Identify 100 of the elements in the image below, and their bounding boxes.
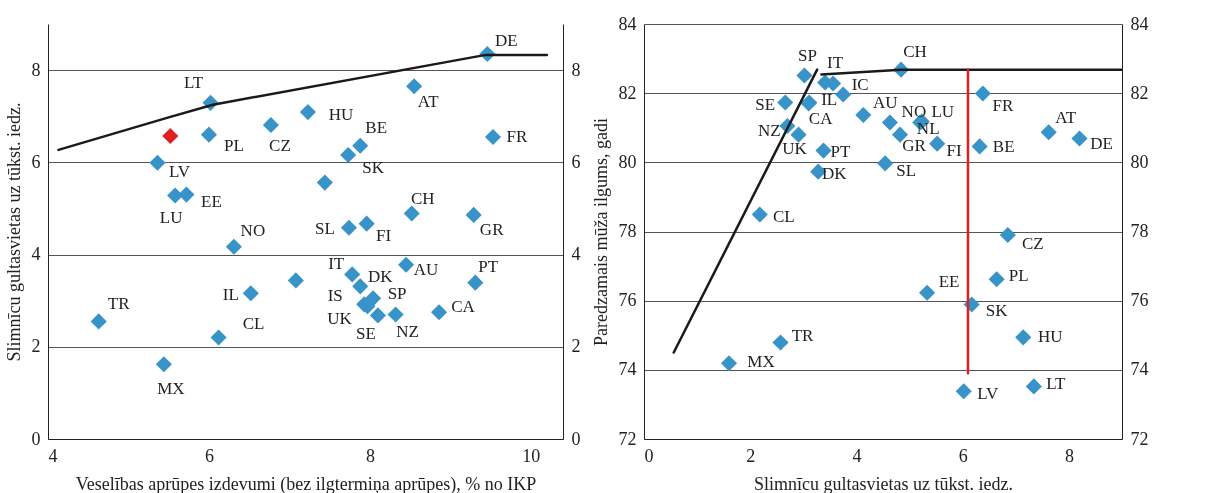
data-label: CA <box>451 297 476 317</box>
data-label: FI <box>376 225 392 245</box>
point <box>162 127 179 145</box>
data-label: IS <box>327 286 343 306</box>
point <box>225 238 242 255</box>
y-axis-title: Paredzamais mūža ilgums, gadi <box>590 118 611 346</box>
y-axis-title: Slimnīcu gultasvietas uz tūkst. iedz. <box>3 102 24 362</box>
data-label: PL <box>224 135 244 155</box>
data-label: PT <box>830 141 852 161</box>
y-tick-label: 78 <box>618 221 637 241</box>
point <box>1071 130 1088 147</box>
point <box>877 155 894 172</box>
data-label: EE <box>938 271 960 291</box>
x-tick-label: 8 <box>365 445 375 466</box>
data-label: SP <box>797 45 817 65</box>
y-tick-label: 4 <box>31 244 41 265</box>
data-label: BE <box>365 117 388 137</box>
data-label: NZ <box>396 321 419 341</box>
point <box>431 304 448 321</box>
data-label: SE <box>356 324 376 344</box>
y-tick-label: 2 <box>31 336 41 357</box>
data-label: SK <box>985 301 1009 321</box>
data-label: IT <box>827 53 844 73</box>
x-tick-label: 6 <box>958 445 968 466</box>
x-axis-title: Slimnīcu gultasvietas uz tūkst. iedz. <box>754 473 1013 493</box>
data-label: LU <box>931 101 955 121</box>
data-label: NO <box>240 220 266 240</box>
data-label: FR <box>506 126 529 146</box>
point <box>387 306 404 323</box>
x-tick-label: 0 <box>644 445 654 466</box>
data-label: IL <box>222 285 239 305</box>
data-label: UK <box>782 138 808 158</box>
point <box>1015 329 1032 346</box>
y2-tick-label: 80 <box>1130 151 1149 172</box>
data-label: TR <box>107 294 131 314</box>
point <box>344 266 361 283</box>
data-label: DE <box>495 30 518 50</box>
data-label: SL <box>315 218 335 238</box>
data-label: GR <box>479 219 505 239</box>
data-label: CH <box>903 41 927 61</box>
y-tick-label: 84 <box>618 13 637 34</box>
point <box>287 272 304 289</box>
data-label: EE <box>201 191 222 211</box>
x-tick-label: 4 <box>48 445 58 466</box>
data-label: LT <box>183 72 204 92</box>
data-label: DE <box>1090 134 1113 154</box>
data-label: AT <box>417 92 440 112</box>
point <box>352 137 369 154</box>
data-label: HU <box>328 105 354 125</box>
y2-tick-label: 4 <box>571 244 581 265</box>
point <box>751 206 768 223</box>
y2-tick-label: 72 <box>1130 428 1149 449</box>
data-label: NL <box>916 118 940 138</box>
data-label: PT <box>478 256 499 276</box>
point <box>796 67 813 84</box>
point <box>210 329 227 346</box>
y-tick-label: 82 <box>618 82 637 103</box>
y-tick-label: 0 <box>31 428 41 449</box>
y-tick-label: 72 <box>618 428 637 449</box>
point <box>465 206 482 223</box>
point <box>90 313 107 330</box>
data-label: LV <box>977 384 999 404</box>
data-label: SL <box>896 161 917 181</box>
data-label: LT <box>1046 374 1067 394</box>
point <box>358 215 375 232</box>
data-label: GR <box>902 135 927 155</box>
y-tick-label: 76 <box>618 290 637 311</box>
point <box>403 205 420 222</box>
point <box>467 274 484 291</box>
data-label: NO <box>901 101 927 121</box>
point <box>772 334 789 351</box>
data-label: SE <box>755 94 776 114</box>
y2-tick-label: 6 <box>571 151 581 172</box>
y2-tick-label: 84 <box>1130 13 1149 34</box>
point <box>155 356 172 373</box>
y-tick-label: 80 <box>618 151 637 172</box>
point <box>974 85 991 102</box>
point <box>352 278 369 295</box>
point <box>720 355 738 372</box>
point <box>369 307 386 324</box>
point <box>299 104 316 121</box>
data-label: DK <box>367 267 394 287</box>
point <box>406 78 423 95</box>
data-label: SK <box>362 157 385 177</box>
data-label: CZ <box>1021 233 1044 253</box>
point <box>999 226 1016 244</box>
data-label: PL <box>1008 266 1029 286</box>
data-label: AU <box>413 259 439 279</box>
point <box>242 285 259 302</box>
point <box>988 271 1005 288</box>
point <box>1025 378 1042 395</box>
y2-tick-label: 74 <box>1130 359 1149 380</box>
data-label: CL <box>242 313 265 333</box>
point <box>835 86 852 103</box>
data-label: SP <box>387 284 407 304</box>
data-label: MX <box>157 379 185 399</box>
point <box>815 142 832 159</box>
point <box>777 94 794 111</box>
x-tick-label: 10 <box>522 445 541 466</box>
point <box>340 146 357 164</box>
